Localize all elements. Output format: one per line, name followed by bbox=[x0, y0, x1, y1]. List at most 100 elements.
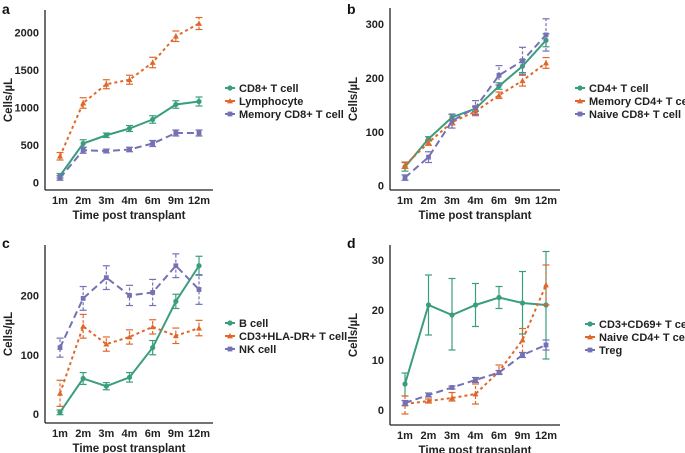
legend-entry: Memory CD8+ T cell bbox=[225, 109, 344, 121]
y-tick-label: 200 bbox=[366, 73, 384, 85]
panel-label: a bbox=[2, 1, 10, 17]
legend-marker bbox=[577, 85, 583, 91]
x-tick-label: 6m bbox=[491, 195, 507, 207]
legend-marker bbox=[587, 347, 593, 353]
data-point bbox=[543, 342, 549, 348]
data-point bbox=[426, 154, 431, 160]
data-point bbox=[57, 409, 63, 415]
y-tick-label: 0 bbox=[33, 409, 39, 421]
series-2 bbox=[56, 253, 203, 358]
data-point bbox=[449, 312, 455, 318]
legend-entry: CD8+ T cell bbox=[225, 83, 299, 95]
legend-label: CD3+CD69+ T cell bbox=[599, 319, 685, 331]
x-tick-label: 6m bbox=[491, 430, 507, 442]
x-tick-label: 6m bbox=[145, 195, 161, 207]
data-point bbox=[426, 392, 431, 398]
data-point bbox=[449, 385, 455, 390]
y-tick-label: 2000 bbox=[15, 28, 39, 40]
data-point bbox=[103, 81, 110, 87]
data-point bbox=[472, 108, 479, 114]
legend-label: Memory CD4+ T cell bbox=[589, 96, 685, 108]
data-point bbox=[173, 298, 179, 304]
data-point bbox=[402, 400, 408, 406]
legend-marker bbox=[577, 98, 583, 104]
legend-entry: CD4+ T cell bbox=[575, 83, 649, 95]
data-point bbox=[425, 139, 432, 146]
data-point bbox=[127, 147, 132, 152]
legend-marker bbox=[227, 85, 233, 91]
legend-label: CD8+ T cell bbox=[239, 83, 299, 95]
x-tick-label: 12m bbox=[188, 195, 210, 207]
data-point bbox=[150, 141, 156, 146]
series-1 bbox=[56, 313, 203, 407]
x-tick-label: 1m bbox=[397, 430, 413, 442]
data-point bbox=[103, 275, 109, 281]
data-point bbox=[126, 374, 133, 380]
error-bar bbox=[56, 379, 64, 407]
data-point bbox=[520, 352, 525, 358]
y-tick-label: 0 bbox=[33, 178, 39, 190]
y-axis-label: Cells/µL bbox=[348, 77, 360, 121]
y-tick-label: 1000 bbox=[15, 103, 39, 115]
y-axis-label: Cells/µL bbox=[3, 78, 15, 122]
data-point bbox=[173, 263, 179, 269]
data-point bbox=[80, 375, 86, 382]
data-point bbox=[173, 101, 179, 108]
data-point bbox=[196, 98, 202, 105]
data-point bbox=[196, 287, 202, 292]
legend-label: Naive CD8+ T cell bbox=[589, 109, 681, 121]
data-point bbox=[80, 140, 86, 147]
legend-marker bbox=[227, 320, 233, 326]
panel-label: c bbox=[2, 235, 10, 251]
data-point bbox=[496, 92, 502, 98]
legend-label: Treg bbox=[599, 345, 622, 357]
x-tick-label: 4m bbox=[122, 195, 138, 207]
series-0 bbox=[401, 250, 550, 397]
legend-marker bbox=[587, 334, 593, 340]
x-tick-label: 9m bbox=[515, 195, 531, 207]
error-bar bbox=[401, 395, 409, 415]
legend-label: NK cell bbox=[239, 344, 276, 356]
data-point bbox=[425, 302, 432, 308]
x-tick-label: 2m bbox=[421, 430, 437, 442]
x-tick-label: 12m bbox=[535, 195, 557, 207]
legend-entry: CD3+CD69+ T cell bbox=[585, 319, 685, 331]
y-tick-label: 0 bbox=[378, 181, 384, 193]
data-point bbox=[172, 33, 179, 39]
y-tick-label: 1500 bbox=[15, 65, 39, 77]
y-tick-label: 100 bbox=[21, 350, 39, 362]
legend-entry: Memory CD4+ T cell bbox=[575, 96, 685, 108]
x-tick-label: 3m bbox=[98, 195, 114, 207]
legend-marker bbox=[577, 111, 583, 117]
x-tick-label: 1m bbox=[397, 195, 413, 207]
data-point bbox=[402, 175, 408, 181]
data-point bbox=[519, 337, 526, 343]
y-axis-label: Cells/µL bbox=[348, 313, 360, 357]
legend-marker bbox=[587, 321, 593, 327]
x-tick-label: 2m bbox=[75, 195, 91, 207]
legend-marker bbox=[227, 346, 233, 352]
data-point bbox=[449, 118, 455, 124]
legend-entry: CD3+HLA-DR+ T cell bbox=[225, 331, 347, 343]
legend-entry: Naive CD8+ T cell bbox=[575, 109, 681, 121]
data-point bbox=[543, 32, 549, 38]
legend-label: Lymphocyte bbox=[239, 96, 303, 108]
data-point bbox=[57, 345, 63, 351]
x-tick-label: 12m bbox=[188, 428, 210, 440]
data-point bbox=[473, 105, 478, 111]
x-tick-label: 3m bbox=[98, 428, 114, 440]
error-bar bbox=[56, 337, 64, 358]
data-point bbox=[80, 147, 86, 153]
x-tick-label: 12m bbox=[535, 430, 557, 442]
legend-label: CD4+ T cell bbox=[589, 83, 649, 95]
data-point bbox=[127, 293, 132, 298]
data-point bbox=[126, 125, 133, 132]
data-point bbox=[126, 333, 133, 340]
y-tick-label: 500 bbox=[21, 140, 39, 152]
x-tick-label: 9m bbox=[168, 428, 184, 440]
legend-marker bbox=[227, 98, 233, 104]
data-point bbox=[173, 130, 179, 136]
data-point bbox=[196, 130, 202, 136]
data-point bbox=[196, 20, 202, 26]
